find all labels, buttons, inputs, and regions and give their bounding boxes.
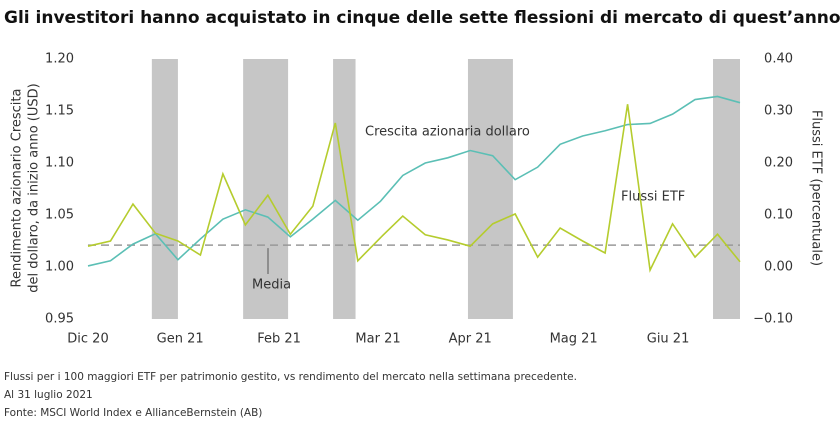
series-line	[87, 104, 741, 273]
chart-title: Gli investitori hanno acquistato in cinq…	[4, 8, 840, 28]
x-tick-label: Mag 21	[550, 332, 598, 347]
x-tick-label: Dic 20	[67, 332, 108, 347]
y-tick-label: 1.20	[45, 52, 74, 67]
series-label: Crescita azionaria dollaro	[365, 125, 530, 140]
y2-tick-label: 0.40	[764, 52, 793, 67]
y-tick-label: 1.10	[45, 156, 74, 171]
y2-tick-label: 0.10	[764, 208, 793, 223]
y2-tick-label: 0.30	[764, 104, 793, 119]
y2-axis-label: Flussi ETF (percentuale)	[809, 110, 824, 266]
x-tick-label: Apr 21	[449, 332, 492, 347]
shaded-period	[243, 59, 289, 319]
note: Al 31 luglio 2021	[4, 389, 93, 401]
x-tick-label: Giu 21	[647, 332, 690, 347]
note: Flussi per i 100 maggiori ETF per patrim…	[4, 371, 577, 383]
y-tick-label: 1.15	[45, 104, 74, 119]
y-tick-label: 1.05	[45, 208, 74, 223]
series-line	[87, 95, 741, 267]
shaded-period	[467, 59, 513, 319]
shaded-period	[333, 59, 356, 319]
y-axis-label: del dollaro, da inizio anno (USD)	[27, 83, 42, 292]
x-tick-label: Gen 21	[157, 332, 204, 347]
y2-tick-label: 0.00	[764, 260, 793, 275]
y-axis-label: Rendimento azionario Crescita	[10, 89, 25, 288]
x-tick-label: Mar 21	[355, 332, 400, 347]
shaded-period	[713, 59, 740, 319]
y-tick-label: 0.95	[45, 312, 74, 327]
note: Fonte: MSCI World Index e AllianceBernst…	[4, 407, 262, 419]
y-tick-label: 1.00	[45, 260, 74, 275]
y2-tick-label: 0.20	[764, 156, 793, 171]
mean-label: Media	[252, 278, 291, 293]
series-label: Flussi ETF	[621, 190, 685, 205]
y2-tick-label: −0.10	[753, 312, 793, 327]
x-tick-label: Feb 21	[257, 332, 301, 347]
shaded-period	[151, 59, 178, 319]
